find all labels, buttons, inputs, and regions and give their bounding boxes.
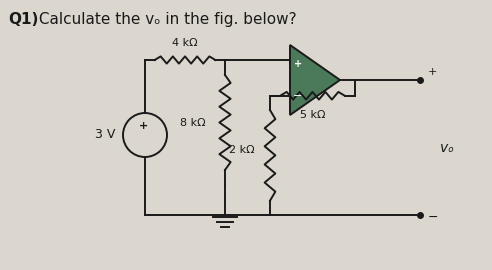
Text: 4 kΩ: 4 kΩ [172,38,198,48]
Text: 3 V: 3 V [95,129,115,141]
Text: −: − [428,211,438,224]
Text: +: + [428,67,437,77]
Text: +: + [294,59,302,69]
Text: +: + [138,121,148,131]
Text: −: − [293,91,303,101]
Text: Q1): Q1) [8,12,38,27]
Text: Calculate the vₒ in the fig. below?: Calculate the vₒ in the fig. below? [34,12,297,27]
Text: 5 kΩ: 5 kΩ [300,110,325,120]
Polygon shape [290,45,340,115]
Text: 8 kΩ: 8 kΩ [180,117,206,127]
Text: 2 kΩ: 2 kΩ [229,145,255,155]
Text: vₒ: vₒ [440,140,454,154]
